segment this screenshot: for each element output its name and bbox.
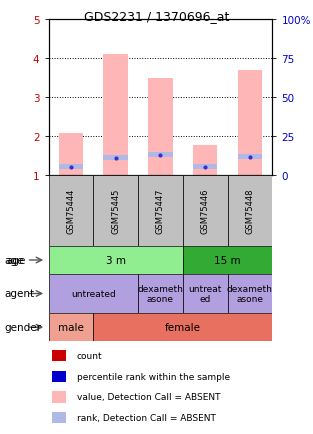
FancyBboxPatch shape bbox=[138, 176, 183, 247]
FancyBboxPatch shape bbox=[49, 247, 183, 274]
Text: GSM75444: GSM75444 bbox=[66, 188, 75, 234]
Text: count: count bbox=[77, 352, 102, 360]
FancyBboxPatch shape bbox=[228, 274, 272, 313]
FancyBboxPatch shape bbox=[49, 313, 93, 342]
Text: gender: gender bbox=[5, 322, 42, 332]
Text: untreated: untreated bbox=[71, 289, 115, 298]
Bar bbox=[238, 71, 262, 176]
Text: GSM75447: GSM75447 bbox=[156, 188, 165, 234]
Bar bbox=[193, 145, 218, 176]
Text: GDS2231 / 1370696_at: GDS2231 / 1370696_at bbox=[84, 10, 229, 23]
Text: age: age bbox=[5, 256, 24, 265]
FancyBboxPatch shape bbox=[183, 176, 228, 247]
Text: 3 m: 3 m bbox=[106, 256, 126, 265]
Text: agent: agent bbox=[5, 289, 35, 299]
Text: value, Detection Call = ABSENT: value, Detection Call = ABSENT bbox=[77, 392, 220, 401]
Text: GSM75448: GSM75448 bbox=[245, 188, 254, 234]
Text: age: age bbox=[6, 256, 26, 265]
Bar bbox=[59, 134, 83, 176]
Bar bbox=[148, 153, 173, 158]
Bar bbox=[59, 165, 83, 170]
Bar bbox=[238, 155, 262, 160]
Text: rank, Detection Call = ABSENT: rank, Detection Call = ABSENT bbox=[77, 413, 216, 422]
Text: 15 m: 15 m bbox=[214, 256, 241, 265]
Bar bbox=[103, 55, 128, 176]
Text: GSM75446: GSM75446 bbox=[201, 188, 210, 234]
Bar bbox=[193, 165, 218, 170]
FancyBboxPatch shape bbox=[183, 247, 272, 274]
FancyBboxPatch shape bbox=[49, 176, 93, 247]
Text: male: male bbox=[58, 322, 84, 332]
Bar bbox=[103, 156, 128, 161]
FancyBboxPatch shape bbox=[183, 274, 228, 313]
Text: dexameth
asone: dexameth asone bbox=[227, 284, 273, 303]
Bar bbox=[148, 79, 173, 176]
Text: female: female bbox=[165, 322, 201, 332]
FancyBboxPatch shape bbox=[138, 274, 183, 313]
FancyBboxPatch shape bbox=[93, 176, 138, 247]
Text: GSM75445: GSM75445 bbox=[111, 188, 120, 234]
FancyBboxPatch shape bbox=[49, 274, 138, 313]
Text: untreat
ed: untreat ed bbox=[188, 284, 222, 303]
FancyBboxPatch shape bbox=[228, 176, 272, 247]
Text: percentile rank within the sample: percentile rank within the sample bbox=[77, 372, 230, 381]
Text: dexameth
asone: dexameth asone bbox=[137, 284, 183, 303]
FancyBboxPatch shape bbox=[93, 313, 272, 342]
